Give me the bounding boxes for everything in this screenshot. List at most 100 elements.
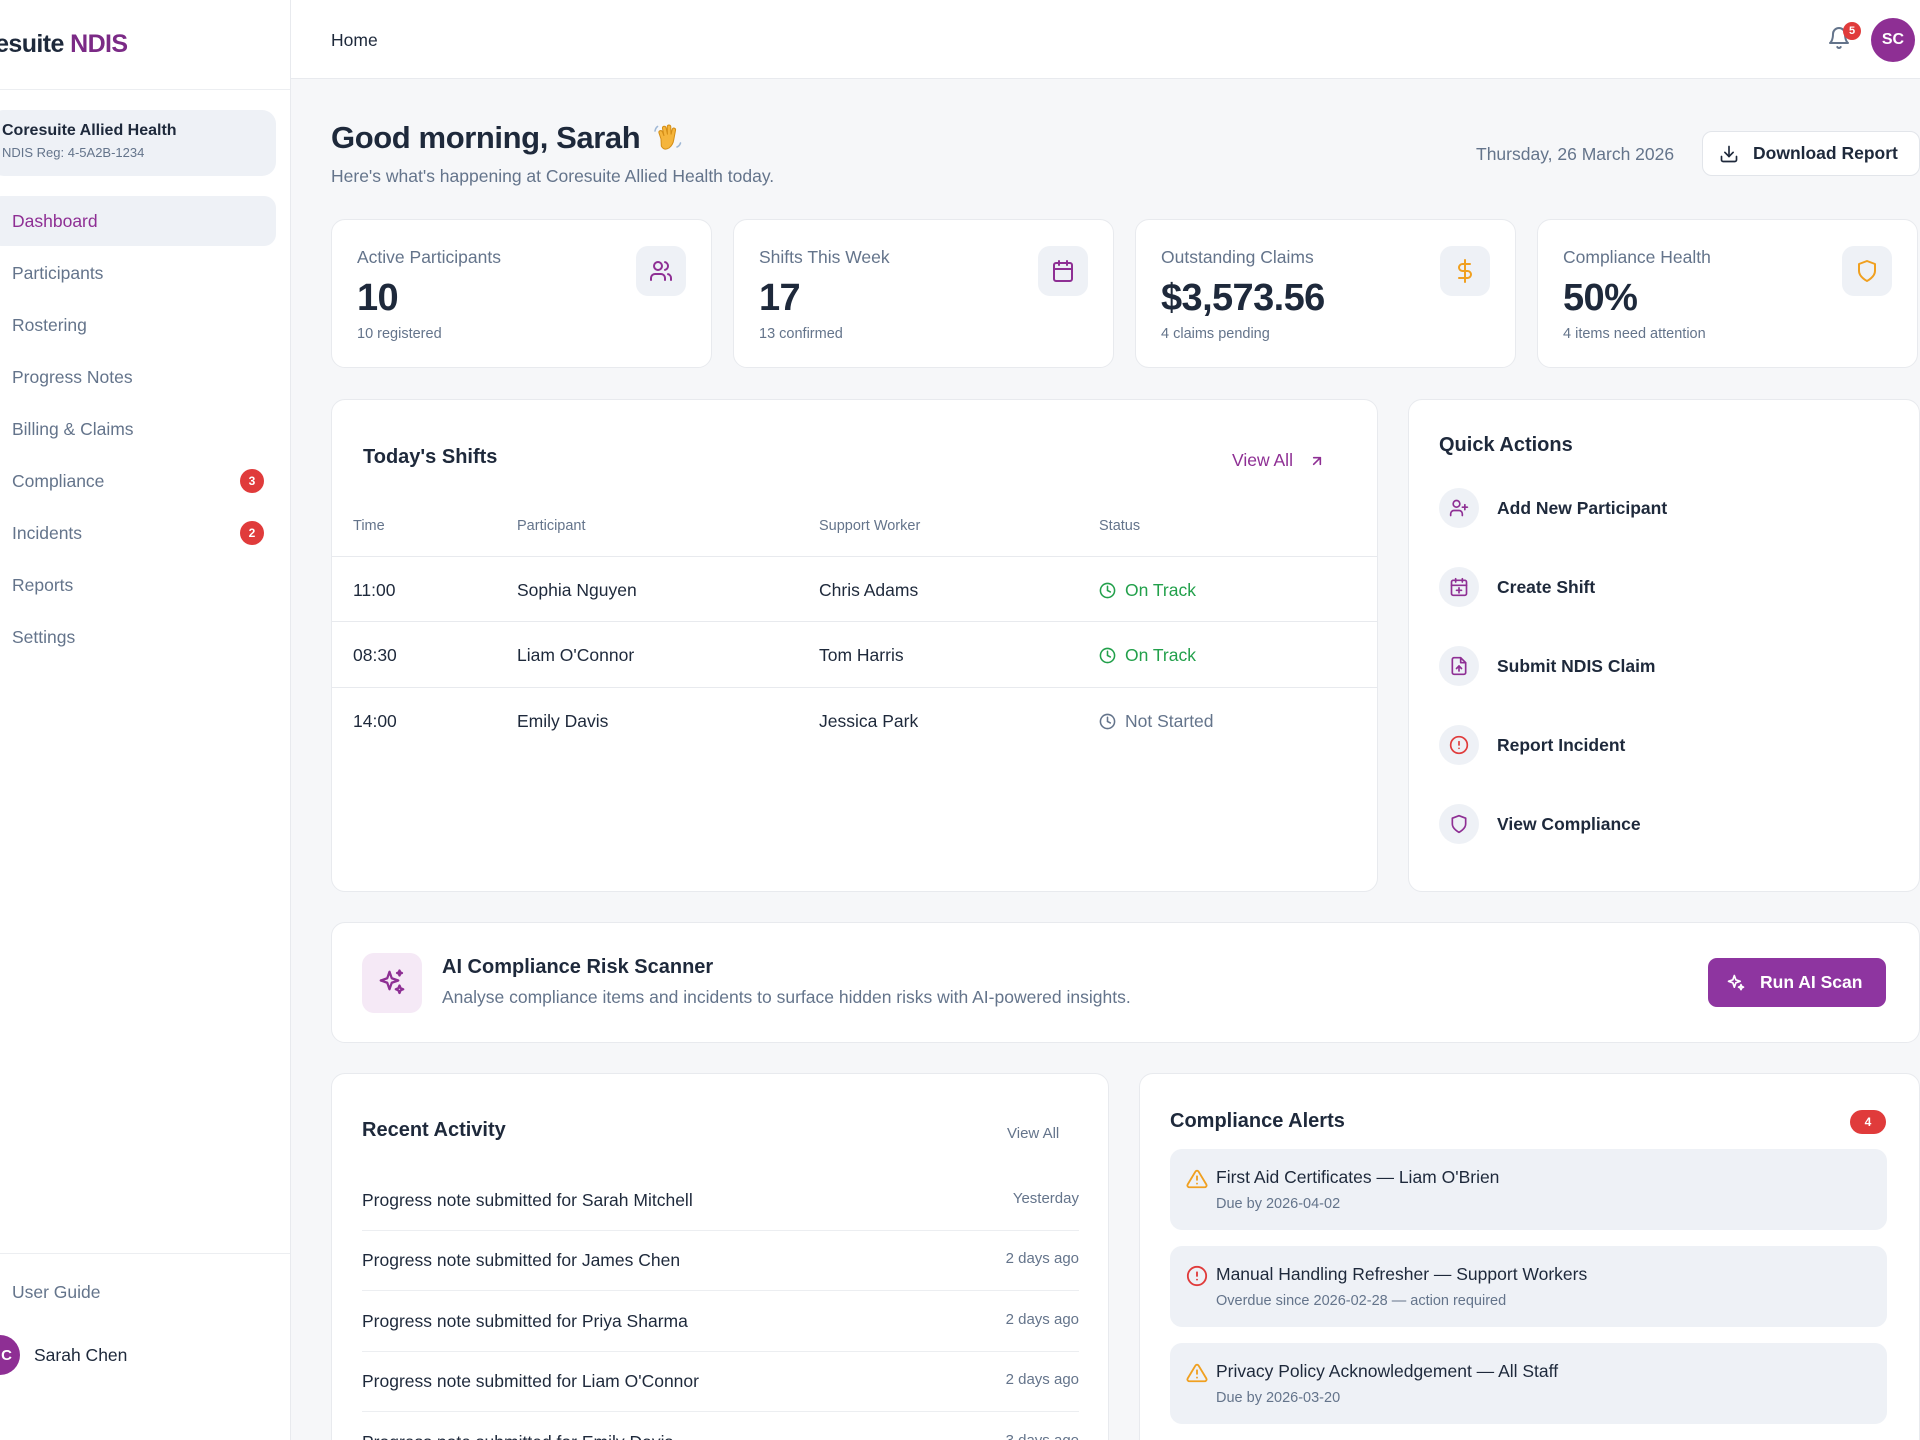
alert-title: Manual Handling Refresher — Support Work…: [1216, 1264, 1588, 1284]
sidebar-item-incidents[interactable]: Incidents 2: [0, 508, 276, 558]
status-label: On Track: [1125, 645, 1196, 665]
compliance-alert-item[interactable]: First Aid Certificates — Liam O'Brien Du…: [1170, 1149, 1887, 1230]
activity-time: 2 days ago: [1005, 1250, 1079, 1267]
sidebar-item-label: Compliance: [12, 470, 105, 491]
stat-label: Shifts This Week: [759, 247, 890, 267]
recent-activity-title: Recent Activity: [362, 1119, 506, 1141]
list-item[interactable]: Progress note submitted for Sarah Mitche…: [362, 1171, 1079, 1231]
sidebar-item-dashboard[interactable]: Dashboard: [0, 196, 276, 246]
run-ai-scan-button[interactable]: Run AI Scan: [1708, 958, 1886, 1007]
activity-text: Progress note submitted for Emily Davis: [362, 1432, 673, 1440]
submit-ndis-claim-button[interactable]: Submit NDIS Claim: [1439, 645, 1879, 687]
quick-action-label: Report Incident: [1497, 734, 1626, 755]
activity-view-all-link[interactable]: View All: [1007, 1125, 1060, 1142]
clock-icon: [1099, 582, 1116, 599]
sidebar-item-rostering[interactable]: Rostering: [0, 300, 276, 350]
column-header-support-worker[interactable]: Support Worker: [819, 518, 921, 534]
stat-card-active-participants[interactable]: Active Participants 10 10 registered: [331, 219, 712, 368]
stat-value: $3,573.56: [1161, 277, 1325, 319]
recent-activity-panel: Recent Activity View All Progress note s…: [331, 1073, 1109, 1440]
stat-card-shifts-this-week[interactable]: Shifts This Week 17 13 confirmed: [733, 219, 1114, 368]
stat-label: Outstanding Claims: [1161, 247, 1314, 267]
compliance-alert-item[interactable]: Manual Handling Refresher — Support Work…: [1170, 1246, 1887, 1327]
alert-due-date: Due by 2026-04-02: [1216, 1196, 1341, 1212]
todays-shifts-title: Today's Shifts: [363, 446, 498, 468]
sidebar-item-settings[interactable]: Settings: [0, 612, 276, 662]
row-divider: [332, 687, 1377, 688]
users-icon: [636, 246, 686, 296]
sidebar-item-label: Progress Notes: [12, 366, 133, 387]
activity-text: Progress note submitted for Liam O'Conno…: [362, 1371, 699, 1391]
view-compliance-button[interactable]: View Compliance: [1439, 803, 1879, 845]
shift-time: 11:00: [353, 580, 396, 600]
add-new-participant-button[interactable]: Add New Participant: [1439, 487, 1879, 529]
stat-value: 10: [357, 277, 399, 319]
brand-wordmark: resuite NDIS: [0, 30, 128, 58]
page-subtitle: Here's what's happening at Coresuite All…: [331, 166, 775, 186]
stat-sub: 13 confirmed: [759, 326, 843, 342]
stat-label: Active Participants: [357, 247, 501, 267]
warning-triangle-icon: [1186, 1168, 1208, 1190]
bell-icon[interactable]: [1827, 26, 1851, 50]
sidebar-item-progress-notes[interactable]: Progress Notes: [0, 352, 276, 402]
stat-sub: 10 registered: [357, 326, 442, 342]
activity-text: Progress note submitted for James Chen: [362, 1250, 681, 1270]
shield-icon: [1439, 804, 1479, 844]
page-title: Good morning, Sarah: [331, 120, 684, 156]
sidebar-item-label: Incidents: [12, 522, 83, 543]
organisation-switcher[interactable]: Coresuite Allied Health NDIS Reg: 4-5A2B…: [0, 110, 276, 176]
notification-count-badge: 5: [1843, 22, 1861, 40]
list-item[interactable]: Progress note submitted for Liam O'Conno…: [362, 1352, 1079, 1412]
sidebar-item-participants[interactable]: Participants: [0, 248, 276, 298]
status-label: On Track: [1125, 580, 1196, 600]
alert-circle-icon: [1186, 1265, 1208, 1287]
sidebar-item-reports[interactable]: Reports: [0, 560, 276, 610]
sidebar-item-compliance[interactable]: Compliance 3: [0, 456, 276, 506]
shift-support-worker[interactable]: Chris Adams: [819, 580, 919, 600]
shift-support-worker[interactable]: Tom Harris: [819, 645, 904, 665]
column-header-participant[interactable]: Participant: [517, 518, 586, 534]
sidebar-divider: [0, 1253, 290, 1254]
compliance-alert-item[interactable]: Privacy Policy Acknowledgement — All Sta…: [1170, 1343, 1887, 1424]
avatar[interactable]: C: [0, 1335, 20, 1375]
quick-action-label: Add New Participant: [1497, 497, 1668, 518]
file-upload-icon: [1439, 646, 1479, 686]
calendar-plus-icon: [1439, 567, 1479, 607]
compliance-alerts-panel: Compliance Alerts 4 First Aid Certificat…: [1139, 1073, 1920, 1440]
shift-participant[interactable]: Liam O'Connor: [517, 645, 635, 665]
list-item[interactable]: Progress note submitted for Priya Sharma…: [362, 1292, 1079, 1352]
alert-title: First Aid Certificates — Liam O'Brien: [1216, 1167, 1500, 1187]
activity-time: Yesterday: [1012, 1190, 1079, 1207]
sidebar: resuite NDIS Coresuite Allied Health NDI…: [0, 0, 291, 1440]
activity-time: 2 days ago: [1005, 1311, 1079, 1328]
create-shift-button[interactable]: Create Shift: [1439, 566, 1879, 608]
brand-logo[interactable]: resuite NDIS: [0, 0, 290, 90]
report-incident-button[interactable]: Report Incident: [1439, 724, 1879, 766]
sidebar-item-billing-claims[interactable]: Billing & Claims: [0, 404, 276, 454]
stat-card-outstanding-claims[interactable]: Outstanding Claims $3,573.56 4 claims pe…: [1135, 219, 1516, 368]
shift-time: 14:00: [353, 711, 397, 731]
quick-actions-title: Quick Actions: [1439, 434, 1573, 456]
activity-text: Progress note submitted for Priya Sharma: [362, 1311, 688, 1331]
stat-card-compliance-health[interactable]: Compliance Health 50% 4 items need atten…: [1537, 219, 1918, 368]
column-header-time[interactable]: Time: [353, 518, 385, 534]
shift-status: On Track: [1099, 580, 1196, 601]
user-avatar-menu[interactable]: SC: [1871, 18, 1915, 62]
shifts-view-all-link[interactable]: View All: [1232, 450, 1325, 471]
ai-scanner-panel: AI Compliance Risk Scanner Analyse compl…: [331, 922, 1920, 1043]
compliance-alerts-title: Compliance Alerts: [1170, 1110, 1345, 1132]
user-guide-link[interactable]: User Guide: [12, 1282, 101, 1302]
shift-participant[interactable]: Sophia Nguyen: [517, 580, 637, 600]
list-item[interactable]: Progress note submitted for Emily Davis …: [362, 1413, 1079, 1440]
download-report-button[interactable]: Download Report: [1702, 131, 1920, 176]
sidebar-item-label: Participants: [12, 262, 104, 283]
user-name[interactable]: Sarah Chen: [34, 1345, 128, 1365]
column-header-status[interactable]: Status: [1099, 518, 1141, 534]
alert-due-date: Overdue since 2026-02-28 — action requir…: [1216, 1293, 1507, 1309]
stat-sub: 4 claims pending: [1161, 326, 1270, 342]
calendar-icon: [1038, 246, 1088, 296]
list-item[interactable]: Progress note submitted for James Chen 2…: [362, 1231, 1079, 1291]
shift-support-worker[interactable]: Jessica Park: [819, 711, 919, 731]
waving-hand-icon: [652, 122, 684, 154]
shift-participant[interactable]: Emily Davis: [517, 711, 609, 731]
